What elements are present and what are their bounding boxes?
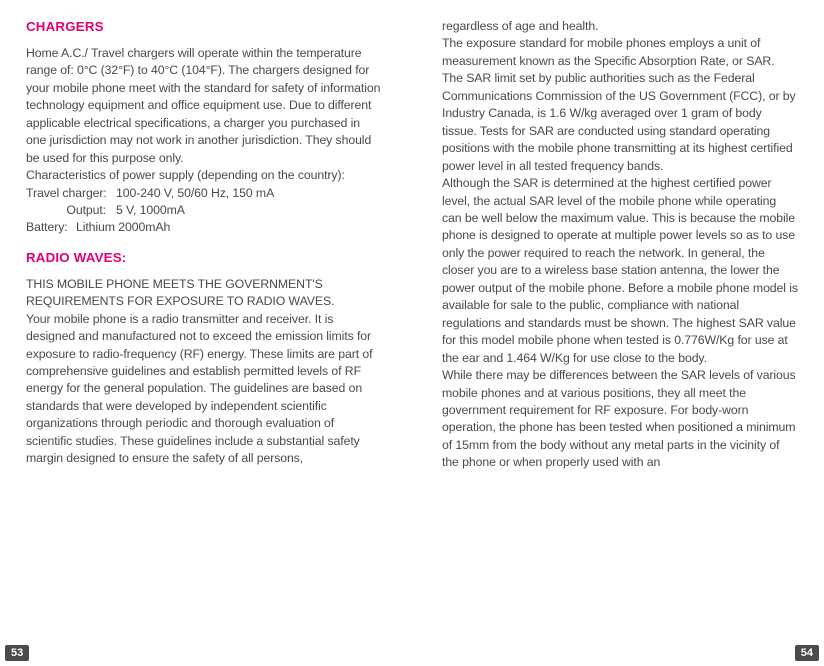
right-cont-3: Although the SAR is determined at the hi… (442, 175, 798, 367)
spec-label: Battery: (26, 219, 76, 236)
page-number-left: 53 (5, 645, 29, 661)
spec-value: 5 V, 1000mA (116, 202, 382, 219)
chargers-body-2: Characteristics of power supply (dependi… (26, 167, 382, 184)
spec-label: Output: (26, 202, 116, 219)
chargers-body: Home A.C./ Travel chargers will operate … (26, 45, 382, 167)
radio-body: Your mobile phone is a radio transmitter… (26, 311, 382, 468)
spec-row-output: Output: 5 V, 1000mA (26, 202, 382, 219)
spec-value: 100-240 V, 50/60 Hz, 150 mA (116, 185, 382, 202)
spec-row-travel: Travel charger: 100-240 V, 50/60 Hz, 150… (26, 185, 382, 202)
right-column: regardless of age and health. The exposu… (412, 18, 798, 666)
right-cont-1: regardless of age and health. (442, 18, 798, 35)
right-cont-4: While there may be differences between t… (442, 367, 798, 472)
page-spread: CHARGERS Home A.C./ Travel chargers will… (0, 0, 824, 666)
radio-lead: THIS MOBILE PHONE MEETS THE GOVERNMENT'S… (26, 276, 382, 311)
right-cont-2: The exposure standard for mobile phones … (442, 35, 798, 175)
chargers-heading: CHARGERS (26, 18, 382, 37)
spec-label: Travel charger: (26, 185, 116, 202)
spec-value: Lithium 2000mAh (76, 219, 382, 236)
left-column: CHARGERS Home A.C./ Travel chargers will… (26, 18, 412, 666)
radio-heading: RADIO WAVES: (26, 249, 382, 268)
page-number-right: 54 (795, 645, 819, 661)
spec-row-battery: Battery: Lithium 2000mAh (26, 219, 382, 236)
